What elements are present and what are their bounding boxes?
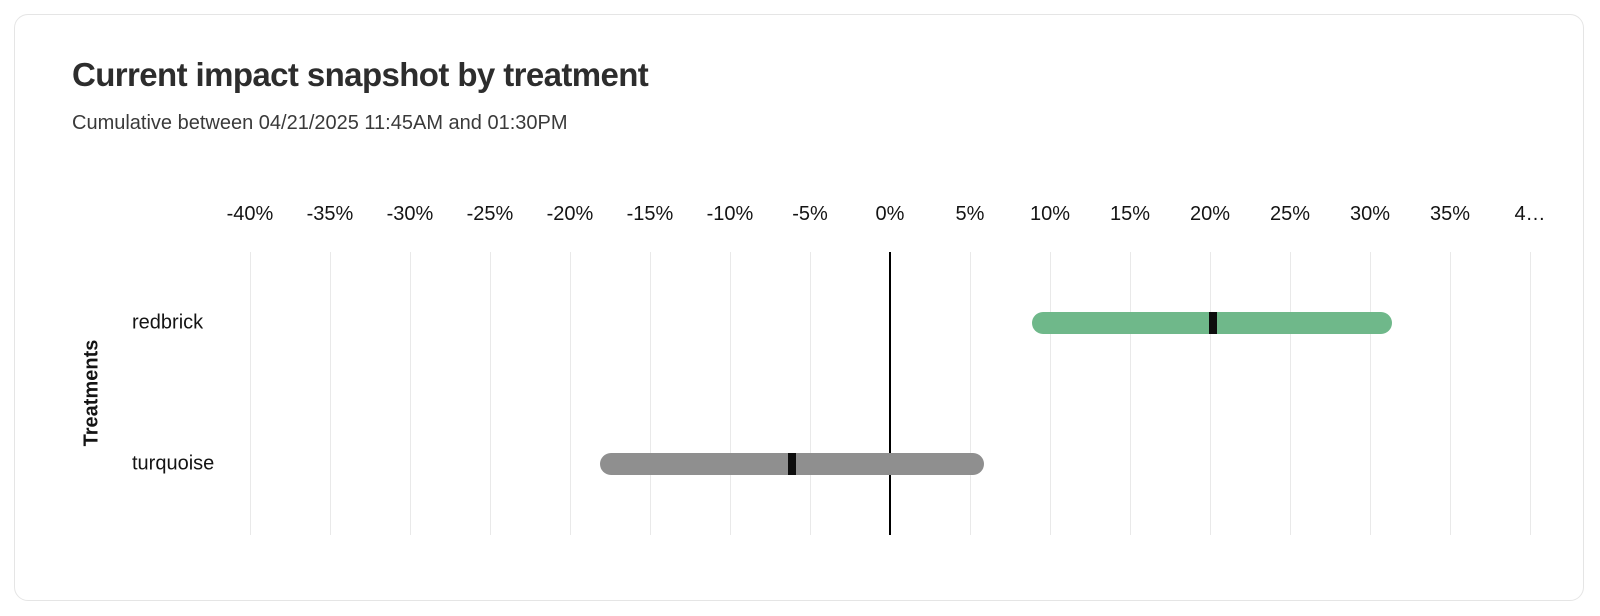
gridline xyxy=(810,252,811,535)
x-tick-label: -5% xyxy=(792,203,828,225)
gridline xyxy=(490,252,491,535)
treatment-label-turquoise: turquoise xyxy=(132,452,215,475)
gridline xyxy=(1530,252,1531,535)
gridline xyxy=(1370,252,1371,535)
x-tick-label: 25% xyxy=(1269,203,1311,225)
gridline xyxy=(1450,252,1451,535)
x-tick-label: 35% xyxy=(1429,203,1471,225)
x-tick-label: -25% xyxy=(466,203,514,225)
x-tick-label: -30% xyxy=(386,203,434,225)
gridline xyxy=(330,252,331,535)
midpoint-marker-turquoise xyxy=(788,453,797,476)
gridline xyxy=(1050,252,1051,535)
x-tick-label: 4… xyxy=(1514,203,1546,225)
gridline xyxy=(1130,252,1131,535)
chart-subtitle: Cumulative between 04/21/2025 11:45AM an… xyxy=(72,112,568,134)
x-tick-label: 15% xyxy=(1109,203,1151,225)
gridline xyxy=(1210,252,1211,535)
gridline xyxy=(570,252,571,535)
impact-snapshot-card: Current impact snapshot by treatment Cum… xyxy=(14,14,1584,601)
gridline xyxy=(730,252,731,535)
x-tick-label: 5% xyxy=(955,203,985,225)
treatment-label-redbrick: redbrick xyxy=(132,311,204,334)
gridline xyxy=(650,252,651,535)
gridline xyxy=(250,252,251,535)
x-tick-label: -20% xyxy=(546,203,594,225)
gridline xyxy=(970,252,971,535)
range-bar-chart: -40% -35% -30% -25% -20% -15% -10% -5% 0% 5% 10% 15… xyxy=(15,15,1583,600)
x-tick-label: 20% xyxy=(1189,203,1231,225)
x-tick-label: -15% xyxy=(626,203,674,225)
x-tick-label: 0% xyxy=(875,203,905,225)
gridline xyxy=(410,252,411,535)
zero-axis-line xyxy=(889,252,891,535)
x-tick-label: -35% xyxy=(306,203,354,225)
x-tick-label: -10% xyxy=(706,203,754,225)
gridline xyxy=(1290,252,1291,535)
midpoint-marker-redbrick xyxy=(1209,311,1218,334)
x-tick-label: -40% xyxy=(226,203,274,225)
chart-title: Current impact snapshot by treatment xyxy=(72,56,649,93)
x-tick-label: 10% xyxy=(1029,203,1071,225)
x-tick-label: 30% xyxy=(1349,203,1391,225)
